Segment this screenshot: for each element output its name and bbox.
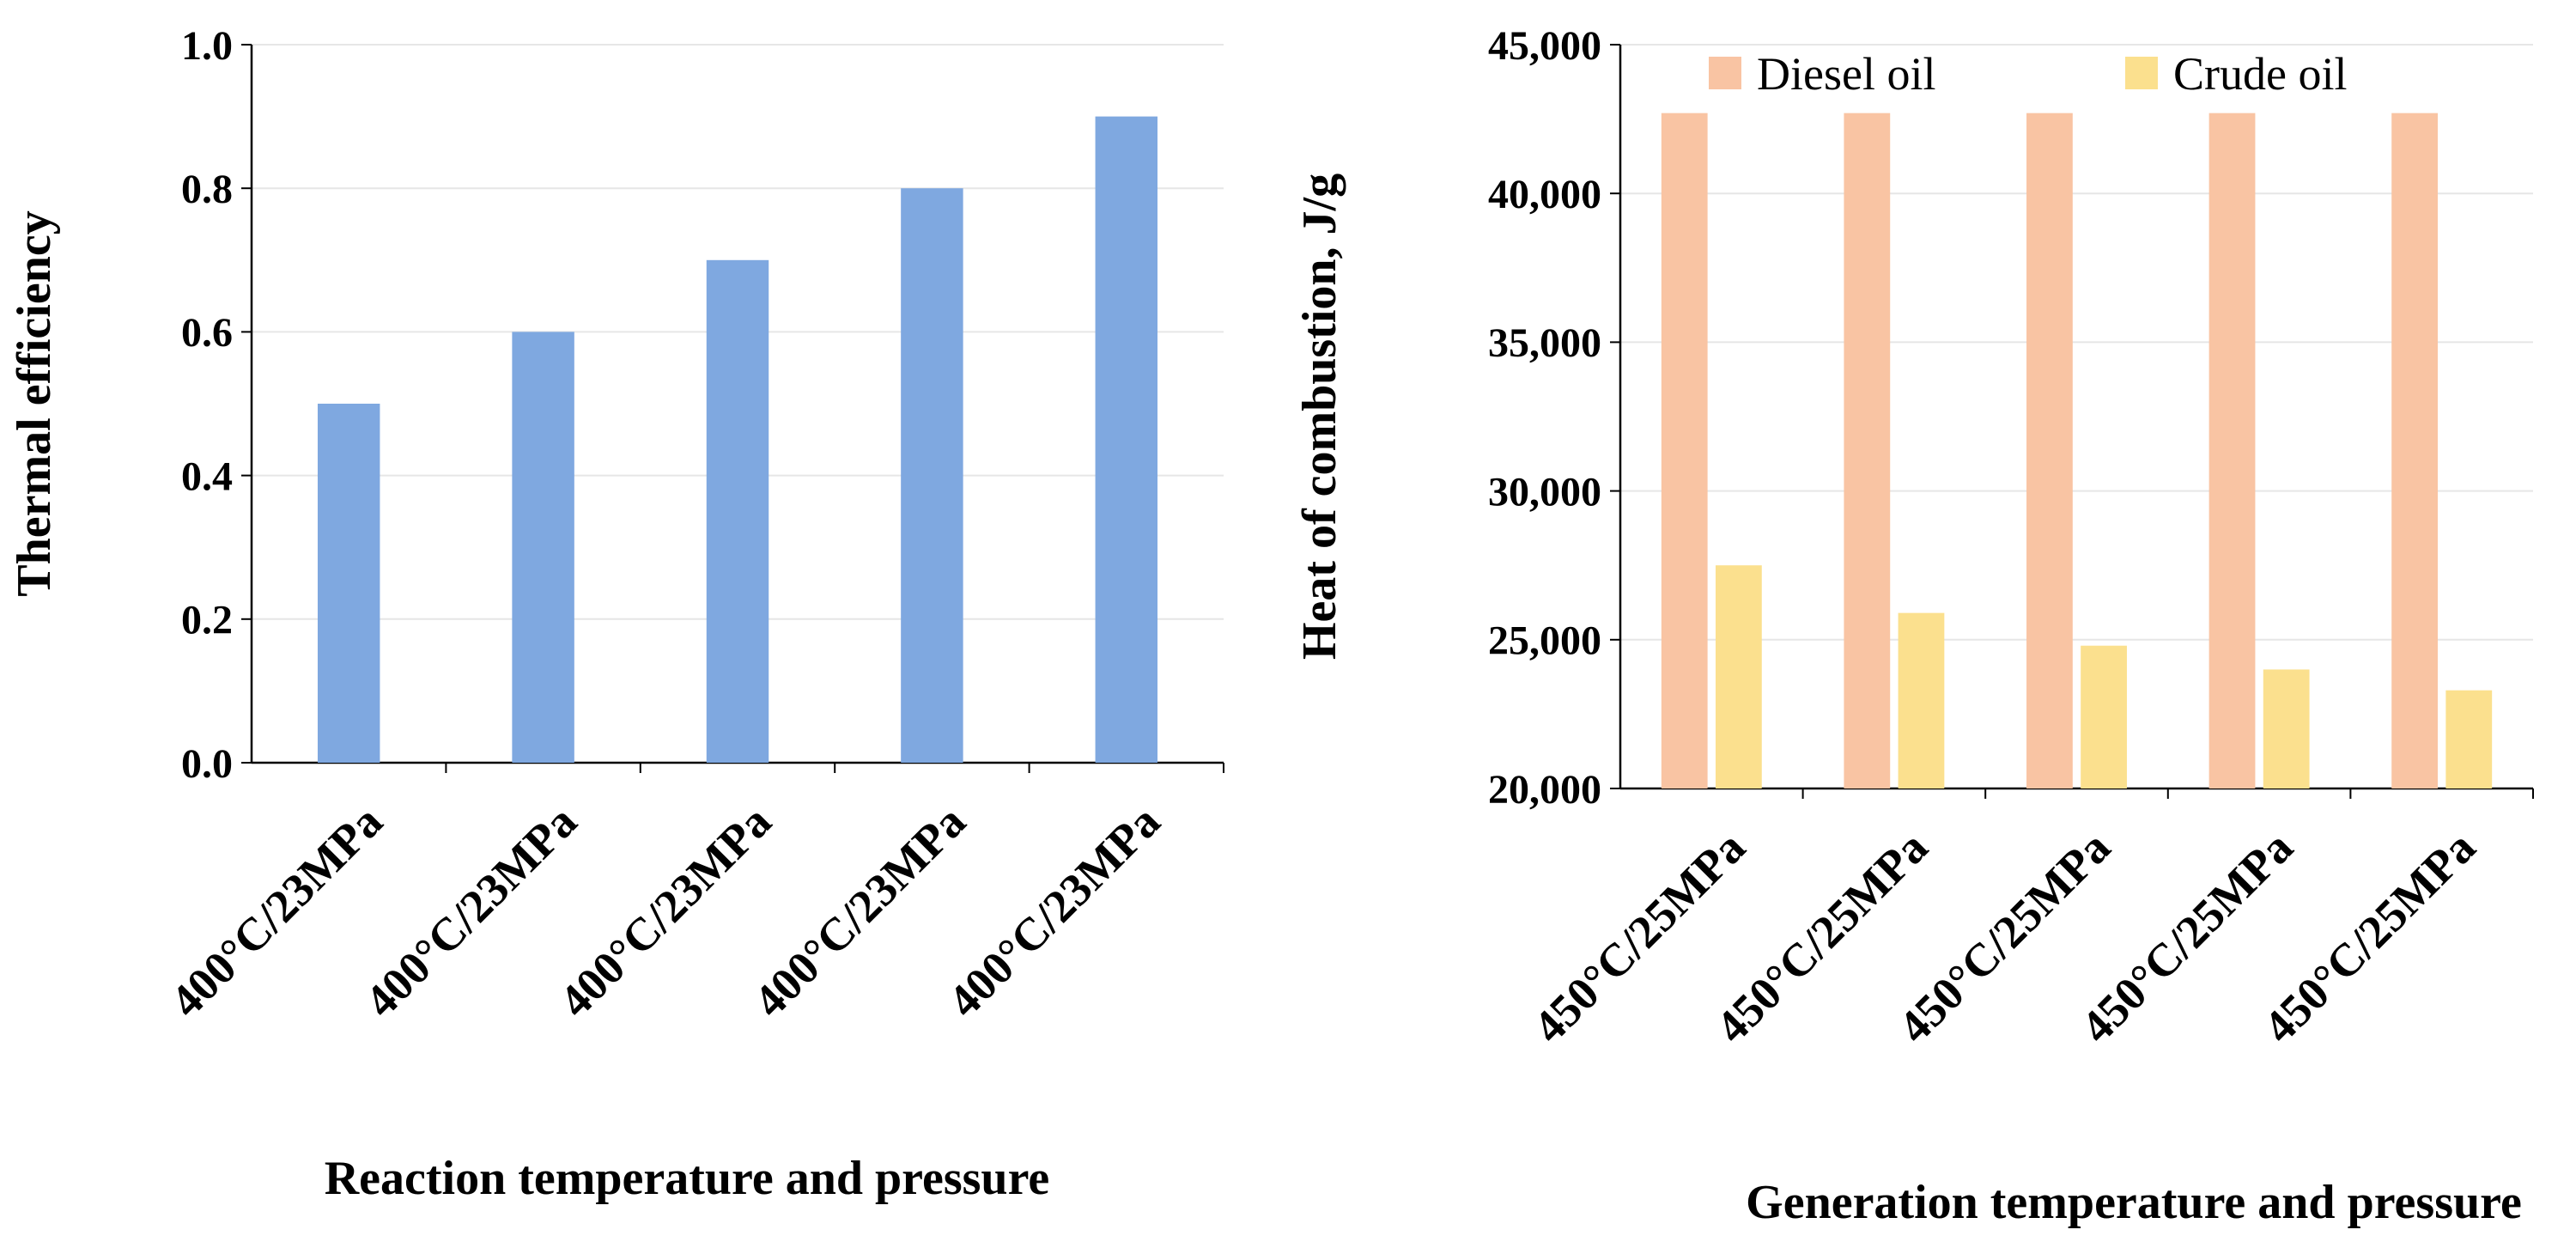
legend-label: Diesel oil — [1757, 48, 1935, 100]
bar-thermal-efficiency — [317, 404, 380, 763]
chart-2: 20,00025,00030,00035,00040,00045,000450°… — [1293, 23, 2534, 1229]
legend-swatch — [1709, 57, 1741, 89]
y-tick-label: 30,000 — [1488, 469, 1601, 514]
bar-crude-oil — [1898, 612, 1945, 788]
bar-diesel-oil — [1844, 113, 1891, 788]
y-tick-label: 45,000 — [1488, 23, 1601, 69]
y-tick-label: 0.8 — [181, 167, 233, 212]
chart-1: 0.00.20.40.60.81.0400°C/23MPa400°C/23MPa… — [8, 23, 1224, 1205]
y-tick-label: 1.0 — [181, 23, 233, 69]
bar-thermal-efficiency — [901, 188, 963, 763]
x-axis-title: Generation temperature and pressure — [1746, 1176, 2522, 1229]
bar-thermal-efficiency — [512, 332, 574, 763]
bar-diesel-oil — [2391, 113, 2439, 788]
y-tick-label: 0.6 — [181, 310, 233, 356]
bar-crude-oil — [2445, 690, 2493, 788]
bar-thermal-efficiency — [1095, 116, 1158, 764]
y-tick-label: 0.2 — [181, 598, 233, 643]
y-axis-title: Thermal efficiency — [8, 210, 61, 596]
y-tick-label: 0.0 — [181, 741, 233, 787]
y-tick-label: 25,000 — [1488, 618, 1601, 664]
y-tick-label: 35,000 — [1488, 320, 1601, 366]
bar-diesel-oil — [2026, 113, 2073, 788]
y-tick-label: 0.4 — [181, 454, 233, 499]
bar-diesel-oil — [1661, 113, 1708, 788]
legend-swatch — [2125, 57, 2158, 89]
bar-crude-oil — [2263, 669, 2310, 788]
bar-crude-oil — [2081, 645, 2127, 788]
legend: Diesel oil Crude oil — [1709, 48, 2347, 100]
y-tick-label: 20,000 — [1488, 767, 1601, 813]
bar-crude-oil — [1715, 565, 1762, 788]
x-axis-title: Reaction temperature and pressure — [325, 1152, 1050, 1205]
y-tick-label: 40,000 — [1488, 172, 1601, 217]
bar-diesel-oil — [2208, 113, 2256, 788]
legend-label: Crude oil — [2173, 48, 2347, 100]
y-axis-title: Heat of combustion, J/g — [1293, 174, 1346, 660]
bar-thermal-efficiency — [706, 259, 769, 763]
